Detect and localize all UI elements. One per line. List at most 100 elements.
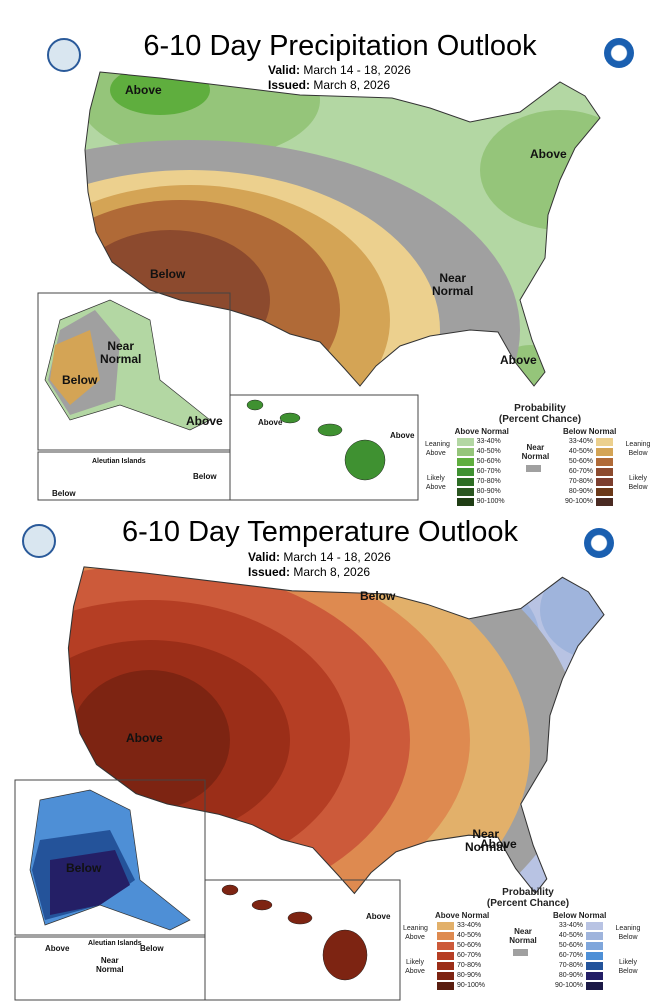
above-range-label: 60-70% xyxy=(476,468,501,475)
temp-issued: Issued: March 8, 2026 xyxy=(248,565,370,579)
map-label: Aleutian Islands xyxy=(92,458,146,465)
map-label: Below xyxy=(62,373,98,387)
below-range-label: 50-60% xyxy=(568,458,593,465)
likely-above-label: Above xyxy=(405,968,425,975)
above-swatch-2 xyxy=(437,932,454,940)
doc-seal-icon xyxy=(22,524,56,558)
valid-dates: March 14 - 18, 2026 xyxy=(283,550,391,564)
below-swatch-3 xyxy=(586,942,603,950)
above-normal-header: Above Normal xyxy=(435,911,490,920)
above-swatch-6 xyxy=(456,488,474,496)
above-swatch-5 xyxy=(456,478,474,486)
near-text: Near xyxy=(100,956,119,965)
near-normal-label: Normal xyxy=(521,452,550,461)
below-range-label: 80-90% xyxy=(558,972,583,979)
temp-valid: Valid: March 14 - 18, 2026 xyxy=(248,550,391,564)
issued-label: Issued: xyxy=(268,78,311,92)
above-swatch-3 xyxy=(456,458,474,466)
map-label: Below xyxy=(150,267,186,281)
map-label: Near Normal xyxy=(432,272,473,298)
precip-title: 6-10 Day Precipitation Outlook xyxy=(143,30,537,62)
near-normal-label: Normal xyxy=(509,936,537,945)
below-normal-header: Below Normal xyxy=(563,427,617,436)
map-label: Below xyxy=(360,589,396,603)
above-range-label: 33-40% xyxy=(476,438,501,445)
below-swatch-5 xyxy=(586,962,603,970)
below-range-label: 90-100% xyxy=(554,982,583,989)
above-range-label: 70-80% xyxy=(476,478,501,485)
above-range-label: 60-70% xyxy=(457,952,482,959)
below-swatch-7 xyxy=(586,982,603,990)
map-label: Above xyxy=(186,414,223,428)
precip-legend: Probability (Percent Chance) Above Normal B… xyxy=(425,403,655,506)
inset-boxes-precip xyxy=(37,292,419,501)
near-normal-label: Near xyxy=(514,927,532,936)
above-swatch-5 xyxy=(437,962,454,970)
valid-dates: March 14 - 18, 2026 xyxy=(303,63,411,77)
below-swatch-4 xyxy=(596,468,613,476)
noaa-logo-icon xyxy=(604,38,634,68)
above-range-label: 80-90% xyxy=(457,972,482,979)
map-label: Above xyxy=(258,418,283,427)
leaning-above-label: Leaning xyxy=(425,441,450,448)
precip-valid: Valid: March 14 - 18, 2026 xyxy=(268,63,411,77)
normal-text: Normal xyxy=(100,352,142,366)
above-swatch-3 xyxy=(437,942,454,950)
map-label: Below xyxy=(52,489,76,498)
leaning-above-label: Above xyxy=(425,450,446,457)
near-text: Near xyxy=(439,271,467,285)
map-label: Near Normal xyxy=(465,828,506,854)
below-range-label: 70-80% xyxy=(568,478,593,485)
below-swatch-6 xyxy=(596,488,613,496)
below-swatch-6 xyxy=(586,972,603,980)
below-range-label: 90-100% xyxy=(564,498,593,505)
issued-date: March 8, 2026 xyxy=(293,565,371,579)
likely-above-label: Above xyxy=(425,484,446,491)
map-label: Above xyxy=(366,912,391,921)
map-label: Aleutian Islands xyxy=(88,940,142,947)
legend-subtitle: (Percent Chance) xyxy=(486,898,570,909)
valid-label: Valid: xyxy=(248,550,281,564)
leaning-below-label: Leaning xyxy=(625,441,651,448)
below-swatch-5 xyxy=(596,478,613,486)
above-range-label: 33-40% xyxy=(457,922,482,929)
below-swatch-1 xyxy=(596,438,613,446)
near-normal-swatch xyxy=(513,949,528,956)
doc-seal-icon xyxy=(47,38,81,72)
near-normal-label: Near xyxy=(526,443,545,452)
below-range-label: 70-80% xyxy=(558,962,583,969)
below-range-label: 60-70% xyxy=(558,952,583,959)
below-range-label: 80-90% xyxy=(568,488,593,495)
normal-text: Normal xyxy=(465,840,507,854)
below-range-label: 40-50% xyxy=(558,932,583,939)
below-swatch-7 xyxy=(596,498,613,506)
map-label: Above xyxy=(530,147,567,161)
above-swatch-4 xyxy=(456,468,474,476)
map-label: Above xyxy=(126,731,163,745)
above-range-label: 50-60% xyxy=(476,458,501,465)
map-label: Above xyxy=(390,431,415,440)
below-swatch-3 xyxy=(596,458,613,466)
above-swatch-2 xyxy=(456,448,474,456)
below-swatch-2 xyxy=(596,448,613,456)
likely-above-label: Likely xyxy=(426,475,445,482)
above-swatch-1 xyxy=(437,922,454,930)
above-swatch-7 xyxy=(437,982,454,990)
map-label: Below xyxy=(193,472,217,481)
above-normal-header: Above Normal xyxy=(454,427,509,436)
noaa-logo-icon xyxy=(584,528,614,558)
inset-boxes-temp xyxy=(14,779,401,1001)
below-range-label: 33-40% xyxy=(558,922,583,929)
map-label: Above xyxy=(500,353,537,367)
above-range-label: 80-90% xyxy=(476,488,501,495)
normal-text: Normal xyxy=(432,284,474,298)
above-range-label: 50-60% xyxy=(457,942,482,949)
likely-below-label: Likely xyxy=(629,475,647,482)
map-label: Above xyxy=(45,944,70,953)
leaning-below-label: Below xyxy=(628,450,648,457)
above-swatch-6 xyxy=(437,972,454,980)
temp-legend: Probability (Percent Chance) Above Normal B… xyxy=(403,887,653,1005)
above-range-label: 40-50% xyxy=(457,932,482,939)
